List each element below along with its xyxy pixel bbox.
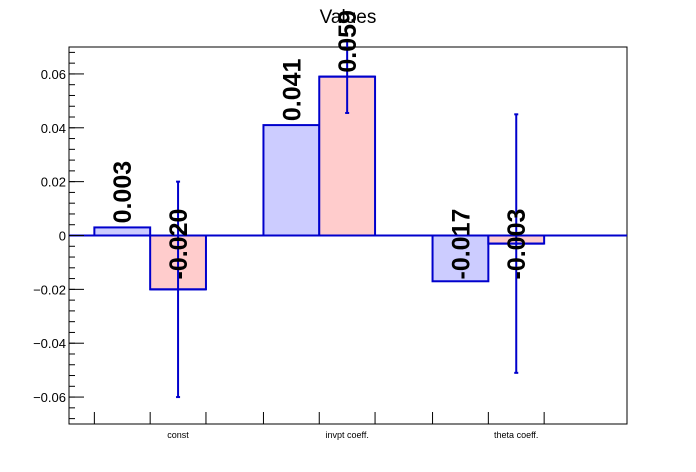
y-tick-label: 0: [59, 229, 66, 244]
data-label-series1-invpt-coeff-: 0.041: [278, 58, 306, 121]
axes: −0.06 −0.04 −0.02 0 0.02 0.04 0.06 const invpt c…: [33, 51, 545, 440]
error-bars: [150, 39, 545, 399]
x-category-label: invpt coeff.: [325, 430, 368, 440]
error-bar-invpt-coeff-: [319, 39, 376, 114]
bar-series1-invpt-coeff-: [262, 124, 321, 237]
x-category-label: theta coeff.: [494, 430, 538, 440]
data-labels: 0.003 0.041 -0.017 -0.020 0.059 -0.003: [109, 10, 531, 279]
data-label-series1-theta-coeff-: -0.017: [447, 209, 475, 280]
data-label-series2-theta-coeff-: -0.003: [503, 209, 531, 280]
y-tick-label: −0.06: [33, 390, 66, 405]
error-bar-const: [150, 180, 206, 399]
x-category-label: const: [167, 430, 189, 440]
data-label-series2-const: -0.020: [165, 209, 193, 280]
data-label-series2-invpt-coeff-: 0.059: [334, 10, 362, 73]
data-label-series1-const: 0.003: [109, 161, 137, 224]
error-bar-theta-coeff-: [488, 113, 545, 374]
y-tick-label: 0.02: [41, 175, 66, 190]
y-tick-label: −0.02: [33, 282, 66, 297]
y-tick-label: −0.04: [33, 336, 66, 351]
bars: [93, 75, 546, 291]
y-tick-label: 0.04: [41, 121, 66, 136]
bar-series1-const: [93, 226, 152, 237]
chart-title: Values: [320, 7, 377, 28]
y-tick-label: 0.06: [41, 67, 66, 82]
